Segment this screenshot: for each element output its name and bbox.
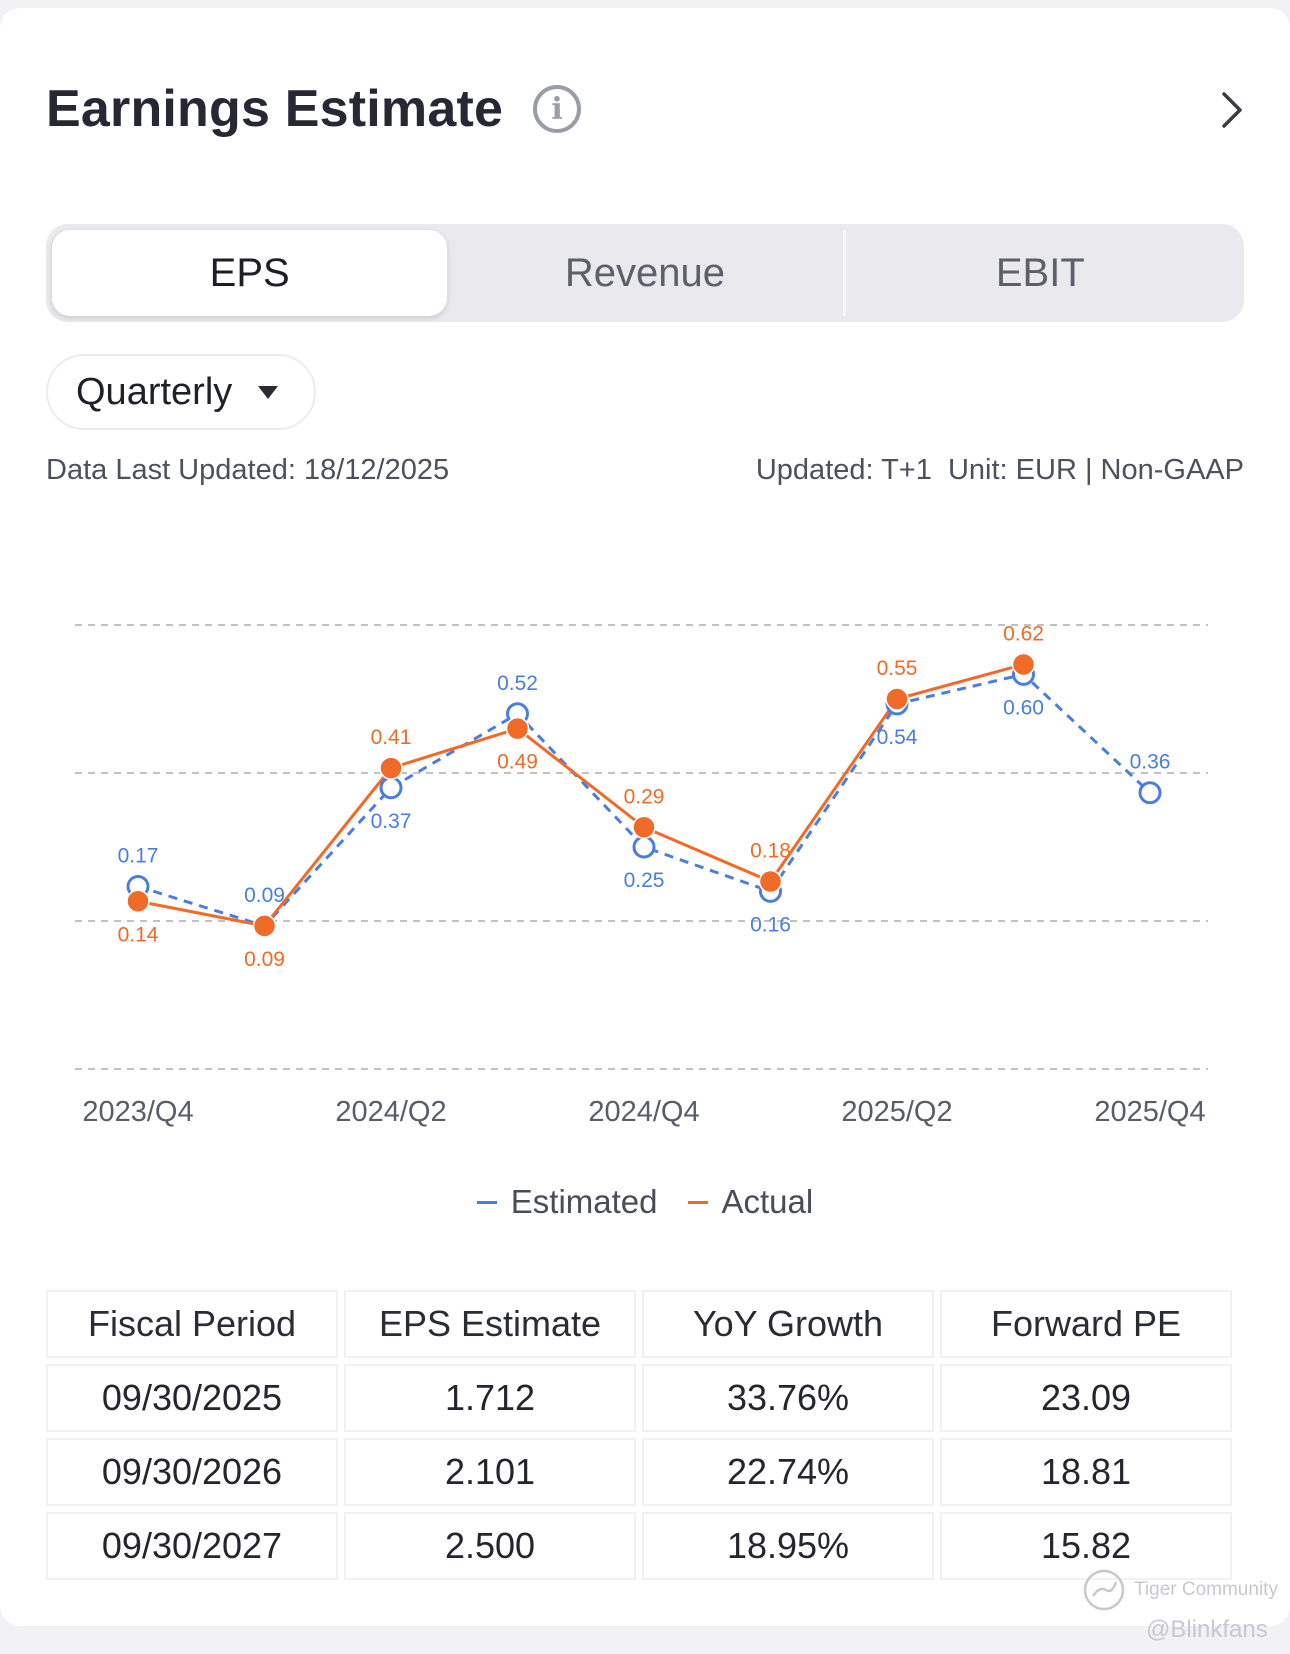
chart-legend: Estimated Actual xyxy=(0,1183,1290,1221)
estimated-data-label: 0.54 xyxy=(877,726,918,749)
cell-forward-pe: 18.81 xyxy=(940,1438,1232,1506)
update-unit-text: Updated: T+1 Unit: EUR | Non-GAAP xyxy=(755,454,1244,486)
estimated-point xyxy=(632,835,656,859)
period-dropdown-value: Quarterly xyxy=(76,370,233,413)
eps-line-chart: 2023/Q4 2024/Q2 2024/Q4 2025/Q2 2025/Q4 0.17 0… xyxy=(75,622,1208,1128)
actual-data-label: 0.18 xyxy=(750,840,791,863)
cell-forward-pe: 15.82 xyxy=(940,1512,1232,1580)
cell-yoy-growth: 22.74% xyxy=(642,1438,934,1506)
table-header-row: Fiscal Period EPS Estimate YoY Growth Fo… xyxy=(46,1290,1232,1358)
tab-revenue[interactable]: Revenue xyxy=(564,250,726,295)
card-header: Earnings Estimate i xyxy=(46,74,582,144)
tab-eps[interactable]: EPS xyxy=(52,230,448,316)
cell-eps-estimate: 1.712 xyxy=(344,1364,636,1432)
actual-data-label: 0.62 xyxy=(1003,622,1044,645)
legend-label-estimated: Estimated xyxy=(510,1183,658,1220)
estimated-series-line xyxy=(137,672,1152,928)
period-dropdown[interactable]: Quarterly xyxy=(46,354,316,430)
cell-yoy-growth: 33.76% xyxy=(642,1364,934,1432)
cell-fiscal-period: 09/30/2027 xyxy=(46,1512,338,1580)
table-row: 09/30/2027 2.500 18.95% 15.82 xyxy=(46,1512,1232,1580)
actual-data-label: 0.14 xyxy=(118,923,159,946)
col-fiscal-period: Fiscal Period xyxy=(46,1290,338,1358)
legend-swatch-actual xyxy=(687,1200,708,1204)
estimated-data-label: 0.09 xyxy=(244,884,285,907)
actual-data-label: 0.55 xyxy=(877,657,918,680)
info-icon[interactable]: i xyxy=(533,85,582,133)
watermark-brand: Tiger Community xyxy=(1134,1579,1278,1600)
x-tick-label: 2024/Q2 xyxy=(335,1096,446,1128)
actual-data-label: 0.41 xyxy=(371,726,412,749)
estimated-data-label: 0.17 xyxy=(118,844,159,867)
legend-swatch-estimated xyxy=(476,1200,497,1204)
last-updated-text: Data Last Updated: 18/12/2025 xyxy=(46,454,450,486)
estimated-point xyxy=(379,776,403,800)
card-title: Earnings Estimate xyxy=(46,80,504,138)
table-row: 09/30/2025 1.712 33.76% 23.09 xyxy=(46,1364,1232,1432)
eps-estimate-table: Fiscal Period EPS Estimate YoY Growth Fo… xyxy=(40,1284,1238,1586)
actual-point xyxy=(505,716,530,741)
col-yoy-growth: YoY Growth xyxy=(642,1290,934,1358)
estimated-data-label: 0.16 xyxy=(750,913,791,936)
actual-series-line xyxy=(137,663,1024,928)
tab-ebit[interactable]: EBIT xyxy=(842,230,1238,316)
watermark-handle: @Blinkfans xyxy=(1146,1616,1268,1643)
estimated-data-label: 0.37 xyxy=(371,810,412,833)
actual-point xyxy=(632,815,656,840)
estimated-data-label: 0.60 xyxy=(1003,696,1044,719)
cell-fiscal-period: 09/30/2026 xyxy=(46,1438,338,1506)
caret-down-icon xyxy=(258,385,279,399)
actual-point xyxy=(758,869,783,894)
legend-item-estimated[interactable]: Estimated xyxy=(476,1183,658,1221)
actual-data-label: 0.09 xyxy=(244,948,285,971)
legend-item-actual[interactable]: Actual xyxy=(687,1183,814,1221)
cell-yoy-growth: 18.95% xyxy=(642,1512,934,1580)
estimated-data-label: 0.25 xyxy=(624,869,665,892)
cell-eps-estimate: 2.101 xyxy=(344,1438,636,1506)
chevron-right-icon[interactable] xyxy=(1210,88,1254,132)
actual-point xyxy=(126,889,150,914)
actual-data-label: 0.29 xyxy=(624,785,665,808)
col-forward-pe: Forward PE xyxy=(940,1290,1232,1358)
actual-point xyxy=(252,914,277,938)
actual-point xyxy=(1011,652,1036,677)
cell-eps-estimate: 2.500 xyxy=(344,1512,636,1580)
estimated-data-label: 0.36 xyxy=(1130,751,1171,774)
earnings-estimate-card: Earnings Estimate i EPS Revenue EBIT Qua… xyxy=(0,8,1290,1643)
legend-label-actual: Actual xyxy=(721,1183,814,1220)
tiger-community-logo-icon xyxy=(1083,1569,1125,1611)
actual-point xyxy=(379,756,403,780)
x-tick-label: 2025/Q4 xyxy=(1094,1096,1205,1128)
cell-fiscal-period: 09/30/2025 xyxy=(46,1364,338,1432)
x-tick-label: 2023/Q4 xyxy=(82,1096,193,1128)
x-tick-label: 2024/Q4 xyxy=(588,1096,699,1128)
metric-tabs: EPS Revenue EBIT xyxy=(46,224,1244,322)
cell-forward-pe: 23.09 xyxy=(940,1364,1232,1432)
actual-data-label: 0.49 xyxy=(497,751,538,774)
estimated-point xyxy=(1138,781,1162,805)
table-row: 09/30/2026 2.101 22.74% 18.81 xyxy=(46,1438,1232,1506)
x-tick-label: 2025/Q2 xyxy=(841,1096,952,1128)
col-eps-estimate: EPS Estimate xyxy=(344,1290,636,1358)
actual-point xyxy=(885,687,909,711)
estimated-data-label: 0.52 xyxy=(497,672,538,695)
